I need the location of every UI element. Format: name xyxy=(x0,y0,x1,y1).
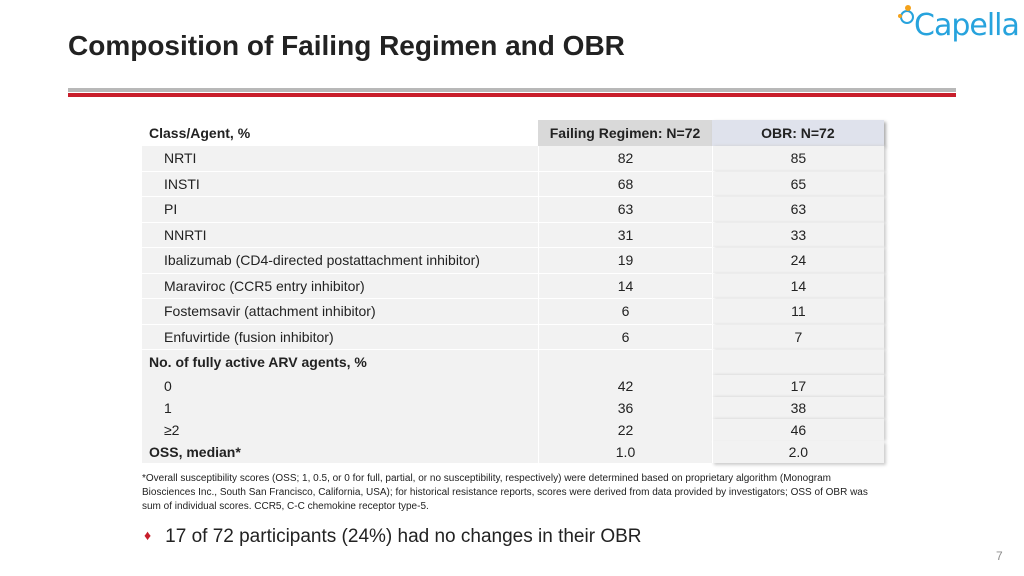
composition-table: Class/Agent, % Failing Regimen: N=72 OBR… xyxy=(142,120,884,463)
bullet-text: 17 of 72 participants (24%) had no chang… xyxy=(165,526,642,547)
diamond-bullet-icon: ♦ xyxy=(144,527,152,543)
oss-label: OSS, median* xyxy=(142,440,539,463)
row-obr-value: 46 xyxy=(711,418,884,441)
row-failing-value: 6 xyxy=(538,299,712,325)
divider-red xyxy=(68,93,956,97)
row-failing-value: 19 xyxy=(538,248,712,274)
table-row: Fostemsavir (attachment inhibitor) 6 11 xyxy=(142,299,884,325)
row-failing-value: 6 xyxy=(538,324,712,350)
table-row: Enfuvirtide (fusion inhibitor) 6 7 xyxy=(142,324,884,350)
row-obr-value: 7 xyxy=(711,324,884,350)
page-number: 7 xyxy=(996,549,1003,563)
table-row: 0 42 17 xyxy=(142,374,884,397)
table-row: NRTI 82 85 xyxy=(142,146,884,172)
table-header-row: Class/Agent, % Failing Regimen: N=72 OBR… xyxy=(142,120,884,146)
row-obr-value: 33 xyxy=(711,222,884,248)
section-obr-empty xyxy=(711,350,884,375)
row-failing-value: 22 xyxy=(538,418,712,441)
table-row: PI 63 63 xyxy=(142,197,884,223)
table-row: INSTI 68 65 xyxy=(142,171,884,197)
logo-dot-small-icon xyxy=(898,14,902,18)
row-obr-value: 24 xyxy=(711,248,884,274)
page-title: Composition of Failing Regimen and OBR xyxy=(68,30,625,61)
row-failing-value: 42 xyxy=(538,374,712,397)
row-label: 0 xyxy=(142,374,539,397)
oss-row: OSS, median* 1.0 2.0 xyxy=(142,440,884,463)
header-class-agent: Class/Agent, % xyxy=(149,125,251,141)
logo-ring-icon xyxy=(900,10,914,24)
row-label: Fostemsavir (attachment inhibitor) xyxy=(142,299,539,325)
logo-dot-icon xyxy=(905,5,911,11)
row-label: NNRTI xyxy=(142,222,539,248)
row-failing-value: 82 xyxy=(538,146,712,172)
header-obr: OBR: N=72 xyxy=(711,120,884,146)
row-label: ≥2 xyxy=(142,418,539,441)
row-obr-value: 14 xyxy=(711,273,884,299)
row-label: Ibalizumab (CD4-directed postattachment … xyxy=(142,248,539,274)
row-failing-value: 36 xyxy=(538,396,712,419)
footnote: *Overall susceptibility scores (OSS; 1, … xyxy=(142,473,868,512)
header-failing-regimen: Failing Regimen: N=72 xyxy=(538,120,712,146)
row-failing-value: 14 xyxy=(538,273,712,299)
section-failing-empty xyxy=(538,350,712,375)
oss-failing-value: 1.0 xyxy=(538,440,712,463)
row-label: INSTI xyxy=(142,171,539,197)
row-label: NRTI xyxy=(142,146,539,172)
section-row-active-agents: No. of fully active ARV agents, % xyxy=(142,350,884,375)
table-row: 1 36 38 xyxy=(142,396,884,419)
row-obr-value: 63 xyxy=(711,197,884,223)
row-obr-value: 38 xyxy=(711,396,884,419)
table-row: NNRTI 31 33 xyxy=(142,222,884,248)
row-label: Maraviroc (CCR5 entry inhibitor) xyxy=(142,273,539,299)
row-label: 1 xyxy=(142,396,539,419)
divider-gray xyxy=(68,88,956,92)
row-obr-value: 85 xyxy=(711,146,884,172)
table-row: Maraviroc (CCR5 entry inhibitor) 14 14 xyxy=(142,273,884,299)
row-obr-value: 11 xyxy=(711,299,884,325)
row-failing-value: 31 xyxy=(538,222,712,248)
row-label: Enfuvirtide (fusion inhibitor) xyxy=(142,324,539,350)
row-failing-value: 68 xyxy=(538,171,712,197)
table-row: ≥2 22 46 xyxy=(142,418,884,441)
section-label: No. of fully active ARV agents, % xyxy=(142,350,539,375)
row-obr-value: 65 xyxy=(711,171,884,197)
table-row: Ibalizumab (CD4-directed postattachment … xyxy=(142,248,884,274)
capella-logo: Capella xyxy=(898,4,1020,46)
logo-text: Capella xyxy=(914,8,1020,43)
row-failing-value: 63 xyxy=(538,197,712,223)
row-obr-value: 17 xyxy=(711,374,884,397)
bullet-point: ♦ 17 of 72 participants (24%) had no chan… xyxy=(144,526,642,548)
row-label: PI xyxy=(142,197,539,223)
oss-obr-value: 2.0 xyxy=(711,440,884,463)
